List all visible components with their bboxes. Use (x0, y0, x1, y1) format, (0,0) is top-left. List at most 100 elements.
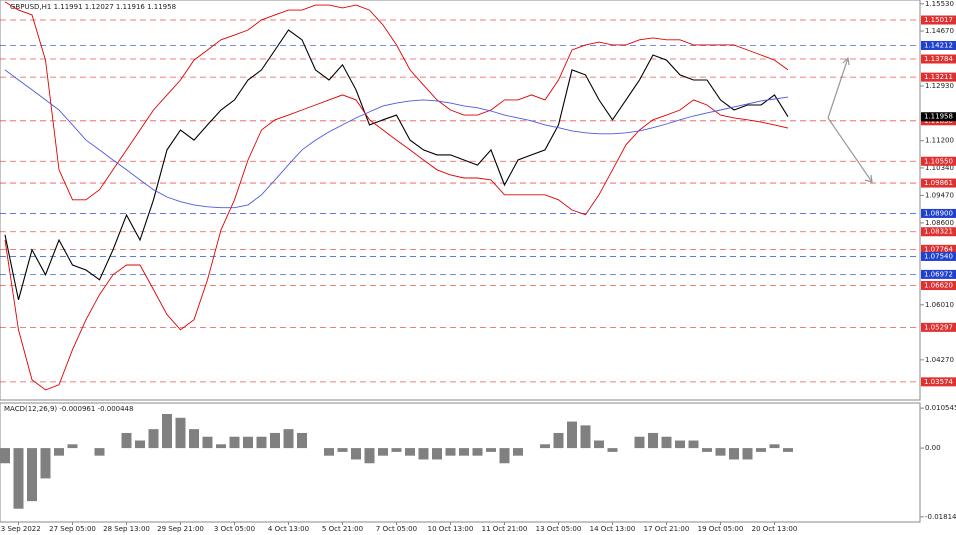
y-tick-label: 1.10340 (925, 164, 954, 172)
macd-bar (418, 448, 429, 460)
x-tick-label: 7 Oct 05:00 (376, 525, 417, 533)
y-tick-label: 1.15530 (925, 0, 954, 8)
macd-bar (472, 448, 483, 456)
x-tick-label: 29 Sep 21:00 (157, 525, 204, 533)
macd-bar (94, 448, 105, 456)
indicator-line (4, 1, 789, 201)
level-label: 1.13784 (924, 55, 953, 63)
macd-bar (486, 448, 496, 452)
level-label-box (921, 281, 956, 291)
x-tick-label: 11 Oct 21:00 (482, 525, 528, 533)
y-tick-label: 0.010545 (925, 404, 956, 412)
macd-bar (432, 448, 442, 460)
level-label: 1.09861 (924, 179, 953, 187)
macd-bar (67, 444, 78, 449)
level-label: 1.06620 (924, 282, 953, 290)
macd-bar (364, 448, 375, 464)
forecast-arrows (827, 56, 873, 183)
last-price-box (921, 112, 956, 122)
macd-title: MACD(12,26,9) -0.000961 -0.000448 (4, 405, 133, 413)
level-label-box (921, 72, 956, 82)
price-pane (0, 0, 921, 401)
macd-bar (405, 448, 415, 456)
macd-bar (715, 448, 726, 456)
y-tick-label: 1.09470 (925, 191, 954, 199)
macd-bar (297, 432, 307, 449)
macd-bar (175, 417, 186, 449)
last-price-label: 1.11958 (924, 113, 953, 121)
level-label: 1.03574 (924, 378, 953, 386)
macd-bar (378, 448, 388, 456)
price-line (4, 29, 789, 300)
macd-bar (445, 448, 456, 456)
macd-bar (756, 448, 766, 452)
macd-bar (688, 440, 699, 449)
macd-bar (567, 421, 577, 449)
level-label: 1.05297 (924, 323, 953, 331)
macd-bar (0, 448, 10, 464)
x-tick-label: 20 Oct 13:00 (752, 525, 798, 533)
macd-bar (729, 448, 739, 460)
macd-bar (283, 429, 294, 449)
level-label-box (921, 54, 956, 64)
level-label-box (921, 322, 956, 332)
x-tick-label: 19 Oct 05:00 (698, 525, 744, 533)
x-tick-label: 13 Oct 05:00 (536, 525, 582, 533)
x-tick-label: 14 Oct 13:00 (590, 525, 636, 533)
macd-bar (459, 448, 469, 456)
macd-bar (594, 440, 604, 449)
macd-bar (256, 436, 267, 449)
level-label: 1.07764 (924, 245, 953, 253)
macd-bar (540, 444, 550, 449)
level-label-box (921, 227, 956, 237)
macd-bar (243, 436, 253, 449)
level-label-box (921, 178, 956, 188)
macd-bar (337, 448, 348, 452)
level-label-box (921, 156, 956, 166)
macd-bar (54, 448, 64, 456)
macd-bar (351, 448, 361, 460)
level-label: 1.06972 (924, 270, 953, 278)
macd-bar (40, 448, 51, 479)
indicator-line (4, 69, 789, 209)
x-tick-label: 27 Sep 05:00 (49, 525, 96, 533)
macd-bar (499, 448, 510, 464)
x-tick-label: 4 Oct 13:00 (268, 525, 309, 533)
macd-bar (634, 436, 645, 449)
macd-bar (580, 425, 591, 449)
level-label-box (921, 251, 956, 261)
macd-bar (553, 432, 564, 449)
macd-bar (202, 436, 213, 449)
level-label: 1.13211 (924, 73, 953, 81)
chart-title: GBPUSD,H1 1.11991 1.12027 1.11916 1.1195… (10, 3, 176, 11)
macd-bar (324, 448, 334, 456)
y-tick-label: 1.12930 (925, 82, 954, 90)
y-tick-label: 0.00 (925, 444, 941, 452)
macd-bar (742, 448, 753, 460)
x-tick-label: 5 Oct 21:00 (322, 525, 363, 533)
y-tick-label: 1.04270 (925, 356, 954, 364)
x-tick-label: 17 Oct 21:00 (644, 525, 690, 533)
macd-bar (229, 436, 240, 449)
macd-bar (391, 448, 402, 452)
macd-bar (27, 448, 37, 502)
level-label: 1.14212 (924, 41, 953, 49)
level-label-box (921, 244, 956, 254)
y-tick-label: 1.11200 (925, 137, 954, 145)
macd-bar (661, 436, 672, 449)
level-label-box (921, 40, 956, 50)
macd-bar (162, 413, 172, 449)
x-tick-label: 10 Oct 13:00 (428, 525, 474, 533)
macd-pane (0, 402, 921, 523)
level-label: 1.08900 (924, 209, 953, 217)
macd-bar (216, 444, 226, 449)
level-label-box (921, 269, 956, 279)
macd-bar (270, 432, 280, 449)
macd-bar (189, 429, 199, 449)
level-label-box (921, 15, 956, 25)
y-tick-label: 1.08600 (925, 219, 954, 227)
macd-bar (783, 448, 793, 452)
x-tick-label: 3 Oct 05:00 (214, 525, 255, 533)
macd-bar (13, 448, 24, 509)
x-tick-label: 28 Sep 13:00 (103, 525, 150, 533)
